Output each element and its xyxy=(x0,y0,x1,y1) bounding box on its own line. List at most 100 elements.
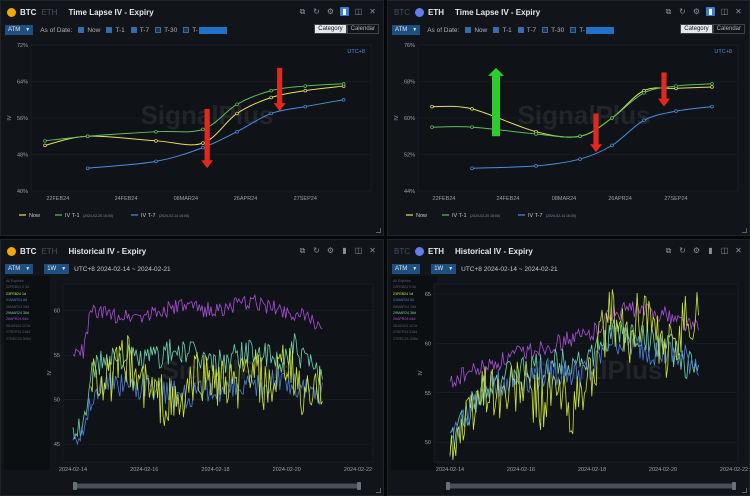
data-point[interactable] xyxy=(430,104,434,109)
data-point[interactable] xyxy=(85,166,90,170)
scroll-handle-right[interactable] xyxy=(357,482,361,490)
data-point[interactable] xyxy=(201,141,205,145)
series-line-blue[interactable] xyxy=(449,325,699,457)
reset-icon[interactable]: ↻ xyxy=(313,7,320,16)
expand-icon[interactable]: ▮ xyxy=(342,246,347,255)
option-t7[interactable]: T-7 xyxy=(517,27,536,34)
legend-label-now[interactable]: Now xyxy=(29,213,40,219)
close-icon[interactable]: ✕ xyxy=(369,7,376,16)
data-point[interactable] xyxy=(154,139,158,143)
legend-label-t7[interactable]: IV T-7 xyxy=(528,213,543,219)
data-point[interactable] xyxy=(470,125,474,129)
expand-icon[interactable]: ▮ xyxy=(706,7,715,16)
scroll-handle-left[interactable] xyxy=(73,482,77,490)
expiry-legend-item[interactable]: 26APR24 64d xyxy=(6,317,29,322)
data-point[interactable] xyxy=(85,134,90,139)
legend-label-t7[interactable]: IV T-7 xyxy=(141,213,156,219)
external-link-icon[interactable]: ⧉ xyxy=(299,246,306,255)
resize-handle[interactable] xyxy=(742,228,747,233)
data-point[interactable] xyxy=(578,157,582,161)
legend-label-t1[interactable]: IV T-1 xyxy=(452,213,467,219)
scroll-thumb[interactable] xyxy=(75,484,359,488)
close-icon[interactable]: ✕ xyxy=(735,246,742,255)
data-point[interactable] xyxy=(235,129,239,134)
data-point[interactable] xyxy=(710,82,714,86)
expiry-legend-item[interactable]: 28JUN24 127d xyxy=(393,323,417,328)
external-link-icon[interactable]: ⧉ xyxy=(665,246,672,255)
data-point[interactable] xyxy=(470,166,474,170)
expiry-legend-item[interactable]: All Expiries xyxy=(393,279,411,283)
option-now[interactable]: Now xyxy=(78,27,100,34)
camera-icon[interactable]: ◫ xyxy=(720,246,729,255)
data-point[interactable] xyxy=(269,88,273,93)
expiry-legend-item[interactable]: 27DEC24 309d xyxy=(6,336,31,341)
option-now[interactable]: Now xyxy=(465,27,487,34)
atm-select[interactable]: ATM ▼ xyxy=(392,264,421,274)
option-custom[interactable]: T- xyxy=(183,26,227,34)
data-point[interactable] xyxy=(201,145,205,150)
data-point[interactable] xyxy=(154,129,158,134)
data-point[interactable] xyxy=(710,85,714,89)
asset-tab-btc[interactable]: BTC xyxy=(20,246,37,256)
expiry-legend-item[interactable]: 22FEB24 0.3d xyxy=(393,285,416,290)
expiry-legend-item[interactable]: 08MAR24 15d xyxy=(6,304,29,309)
asset-tab-btc[interactable]: BTC xyxy=(394,7,410,17)
data-point[interactable] xyxy=(341,97,346,102)
close-icon[interactable]: ✕ xyxy=(369,246,376,255)
option-t1[interactable]: T-1 xyxy=(493,27,512,34)
expiry-legend-item[interactable]: 29MAR24 36d xyxy=(393,310,416,315)
expiry-legend-item[interactable]: 27SEP24 218d xyxy=(393,330,418,335)
asset-tab-btc[interactable]: BTC xyxy=(20,7,37,17)
expiry-legend-item[interactable]: 22FEB24 0.3d xyxy=(6,285,29,290)
data-point[interactable] xyxy=(534,164,538,168)
scroll-thumb[interactable] xyxy=(448,484,734,488)
expiry-legend-item[interactable]: 08MAR24 15d xyxy=(393,304,416,309)
asset-tab-eth[interactable]: ETH xyxy=(428,7,444,17)
option-custom[interactable]: T- xyxy=(570,26,614,34)
tab-calendar[interactable]: Calendar xyxy=(346,24,379,34)
expiry-legend-item[interactable]: 29MAR24 36d xyxy=(6,310,29,315)
tab-category[interactable]: Category xyxy=(680,24,713,34)
data-point[interactable] xyxy=(610,116,614,120)
atm-select[interactable]: ATM ▼ xyxy=(5,25,34,35)
option-t30[interactable]: T-30 xyxy=(155,27,177,34)
reset-icon[interactable]: ↻ xyxy=(679,246,686,255)
expiry-legend-item[interactable]: 23FEB24 1d xyxy=(393,291,413,296)
series-line-t1[interactable] xyxy=(44,83,344,142)
data-point[interactable] xyxy=(303,104,308,109)
reset-icon[interactable]: ↻ xyxy=(679,7,686,16)
settings-icon[interactable]: ⚙ xyxy=(692,7,701,16)
data-point[interactable] xyxy=(303,88,308,93)
atm-select[interactable]: ATM ▼ xyxy=(5,264,34,274)
camera-icon[interactable]: ◫ xyxy=(354,7,363,16)
expiry-legend-item[interactable]: 28JUN24 127d xyxy=(6,323,30,328)
option-t1[interactable]: T-1 xyxy=(106,27,125,34)
time-range-scrollbar[interactable] xyxy=(73,482,361,490)
custom-date-input[interactable] xyxy=(198,26,227,34)
series-line-lime[interactable] xyxy=(90,335,323,426)
external-link-icon[interactable]: ⧉ xyxy=(665,7,672,16)
expiry-legend-item[interactable]: 26APR24 64d xyxy=(393,317,416,322)
data-point[interactable] xyxy=(269,111,273,116)
expand-icon[interactable]: ▮ xyxy=(708,246,713,255)
data-point[interactable] xyxy=(578,134,582,139)
tab-calendar[interactable]: Calendar xyxy=(712,24,745,34)
data-point[interactable] xyxy=(470,107,474,111)
close-icon[interactable]: ✕ xyxy=(735,7,742,16)
data-point[interactable] xyxy=(642,91,646,95)
data-point[interactable] xyxy=(710,104,714,109)
legend-label-t1[interactable]: IV T-1 xyxy=(65,213,80,219)
asset-tab-eth[interactable]: ETH xyxy=(428,246,444,256)
external-link-icon[interactable]: ⧉ xyxy=(299,7,306,16)
camera-icon[interactable]: ◫ xyxy=(354,246,363,255)
expiry-legend-item[interactable]: 01MAR24 8d xyxy=(393,298,414,303)
scroll-handle-left[interactable] xyxy=(446,482,450,490)
resize-handle[interactable] xyxy=(376,488,381,493)
settings-icon[interactable]: ⚙ xyxy=(326,246,335,255)
expiry-legend-item[interactable]: 23FEB24 1d xyxy=(6,291,26,296)
data-point[interactable] xyxy=(610,143,614,148)
settings-icon[interactable]: ⚙ xyxy=(326,7,335,16)
data-point[interactable] xyxy=(201,127,205,132)
data-point[interactable] xyxy=(674,84,678,88)
series-line-teal[interactable] xyxy=(449,319,699,449)
